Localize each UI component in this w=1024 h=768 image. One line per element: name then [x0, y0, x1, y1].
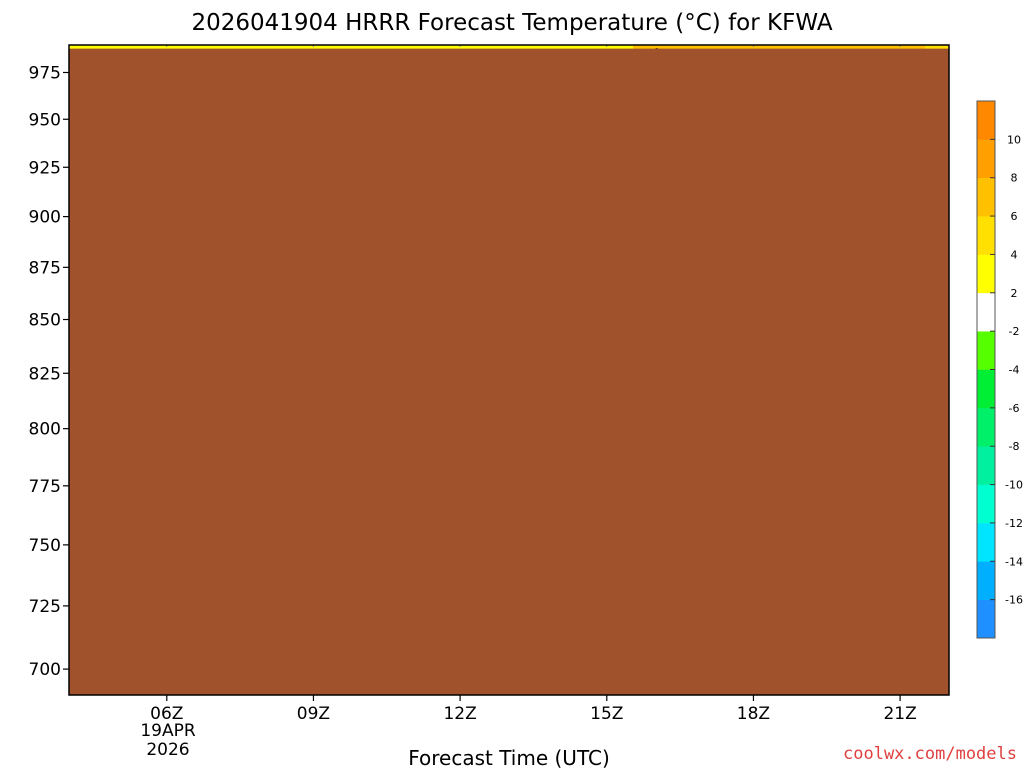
colorbar-swatch: [977, 599, 995, 639]
colorbar-swatch: [977, 561, 995, 600]
y-tick-label: 850: [29, 311, 61, 331]
colorbar-tick-label: -16: [1005, 594, 1023, 607]
date-label-month: 19APR: [140, 721, 196, 741]
x-tick-label: 09Z: [297, 704, 330, 724]
colorbar-swatch: [977, 177, 995, 217]
colorbar-swatch: [977, 101, 995, 140]
colorbar-tick-label: -2: [1009, 325, 1020, 338]
y-axis: 700 725 750 775 800 825 850 875 900 925 950 975: [29, 63, 69, 680]
colorbar-swatch: [977, 139, 995, 179]
colorbar-tick-label: -6: [1009, 402, 1020, 415]
colorbar-swatch: [977, 369, 995, 409]
colorbar-swatch: [977, 484, 995, 524]
y-tick-label: 775: [29, 477, 61, 497]
y-tick-label: 825: [29, 364, 61, 384]
y-tick-label: 725: [29, 597, 61, 617]
colorbar-tick-label: -8: [1009, 440, 1020, 453]
y-tick-label: 900: [29, 208, 61, 228]
plot-frame: [68, 44, 950, 696]
colorbar-tick-label: -4: [1009, 364, 1020, 377]
colorbar-tick-label: -14: [1005, 555, 1023, 568]
colorbar-tick-label: -12: [1005, 517, 1023, 530]
y-tick-label: 925: [29, 158, 61, 178]
colorbar-tick-label: 10: [1007, 133, 1021, 146]
credit-text: coolwx.com/models: [843, 744, 1017, 764]
colorbar-swatch: [977, 407, 995, 447]
date-label-year: 2026: [146, 740, 189, 760]
colorbar-tick-label: -10: [1005, 479, 1023, 492]
y-tick-label: 950: [29, 110, 61, 130]
x-tick-label: 12Z: [443, 704, 476, 724]
colorbar-swatch: [977, 216, 995, 255]
x-tick-label: 15Z: [590, 704, 623, 724]
x-tick-label: 06Z: [150, 704, 183, 724]
colorbar-tick-label: 8: [1011, 172, 1018, 185]
y-tick-label: 750: [29, 536, 61, 556]
colorbar-tick-label: 4: [1011, 248, 1018, 261]
y-tick-label: 700: [29, 660, 61, 680]
x-axis-title: Forecast Time (UTC): [408, 746, 610, 768]
colorbar-tick-label: 6: [1011, 210, 1018, 223]
colorbar-swatch: [977, 522, 995, 562]
colorbar-swatch: [977, 292, 995, 332]
colorbar-swatch: [977, 254, 995, 294]
chart-title: 2026041904 HRRR Forecast Temperature (°C…: [191, 10, 832, 36]
colorbar: -16 -14 -12 -10 -8 -6 -4 -2 2 4 6 8 10: [976, 100, 1023, 639]
ground-surface-layer: [69, 48, 949, 695]
colorbar-tick-label: 2: [1011, 287, 1018, 300]
x-tick-label: 18Z: [737, 704, 770, 724]
colorbar-swatch: [977, 446, 995, 485]
colorbar-swatch: [977, 331, 995, 370]
x-tick-label: 21Z: [883, 704, 916, 724]
y-tick-label: 800: [29, 420, 61, 440]
y-tick-label: 875: [29, 258, 61, 278]
ground-surface: [69, 48, 949, 695]
y-tick-label: 975: [29, 63, 61, 83]
x-axis: 06Z 09Z 12Z 15Z 18Z 21Z: [150, 695, 917, 724]
